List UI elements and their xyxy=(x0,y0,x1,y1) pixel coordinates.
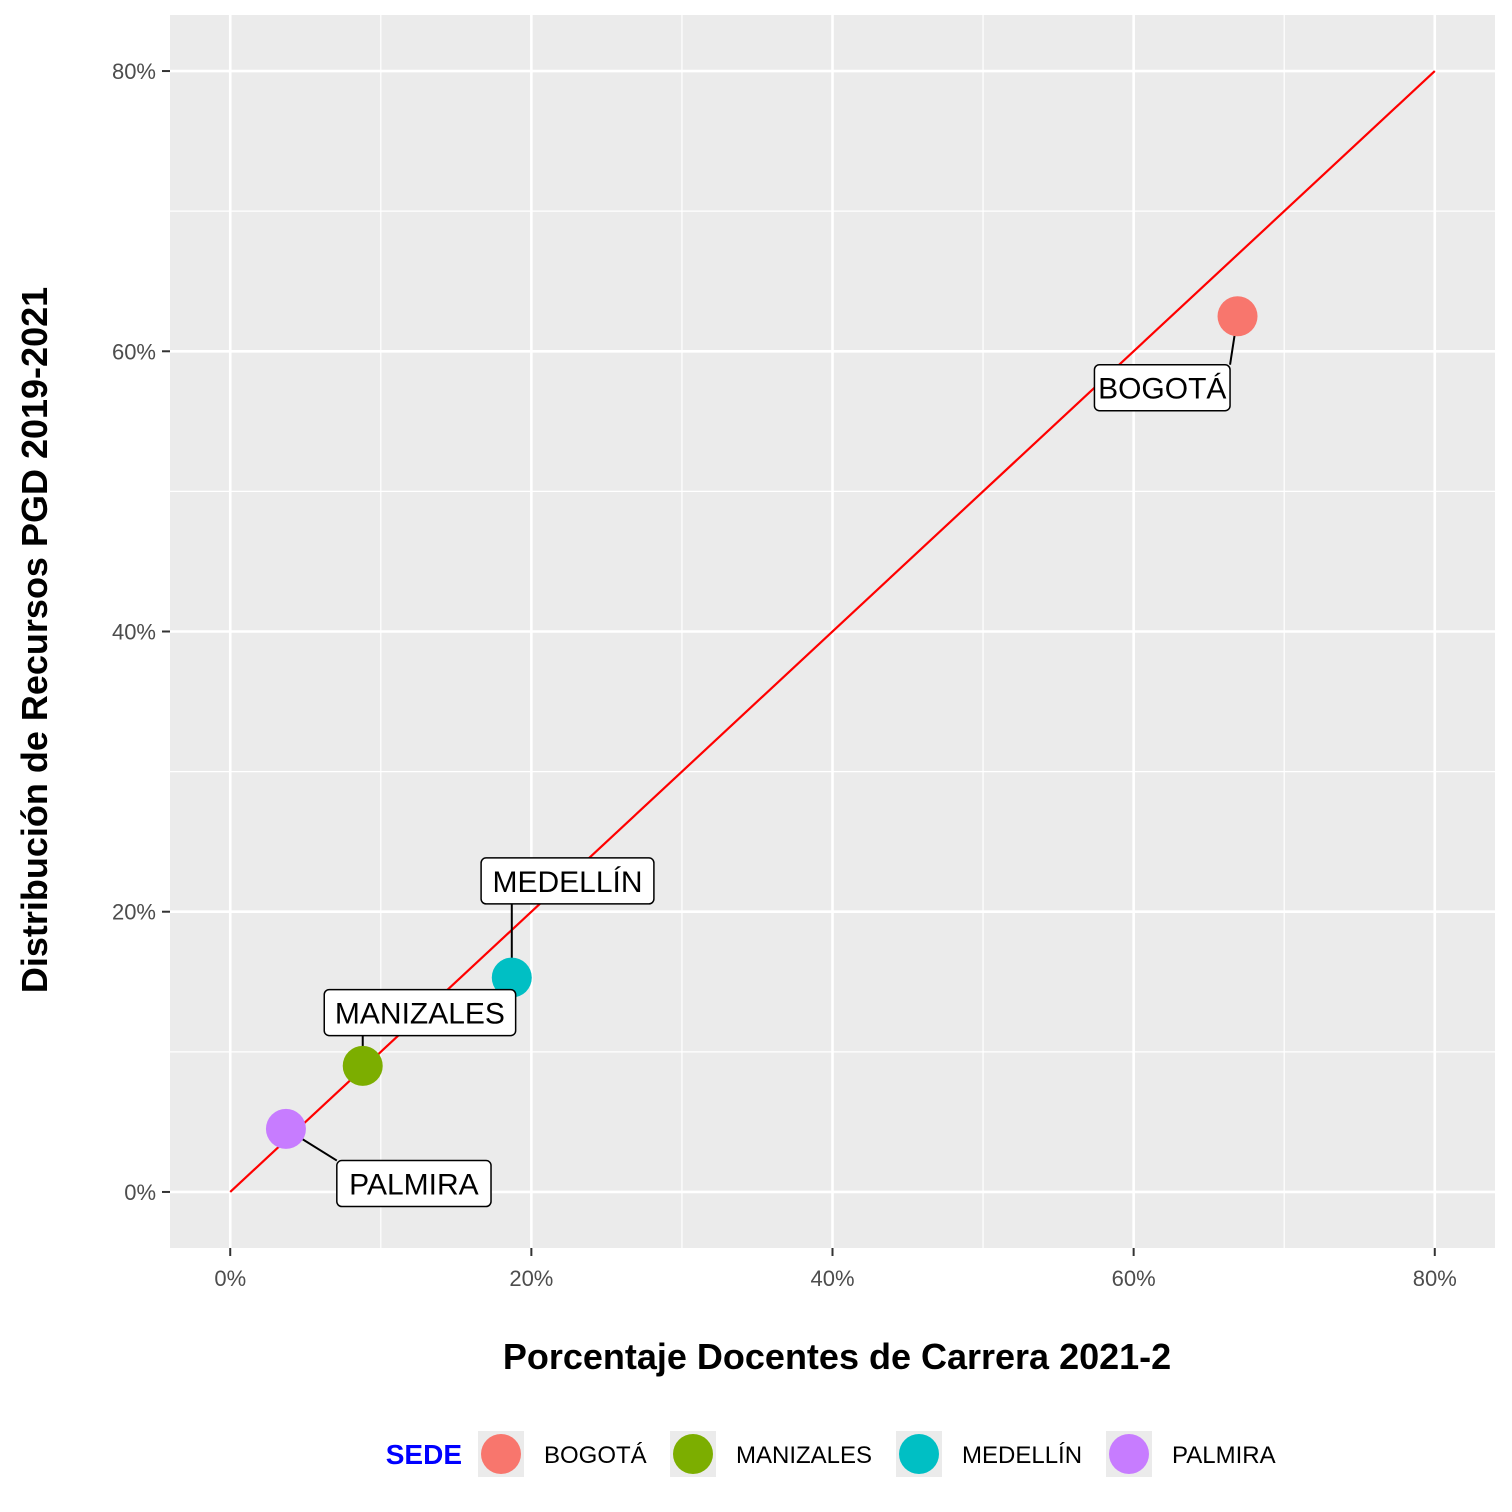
point-label-box xyxy=(480,857,655,905)
legend-key-dot xyxy=(1109,1434,1149,1474)
data-point xyxy=(265,1108,306,1149)
point-label-text: MANIZALES xyxy=(335,998,505,1031)
y-tick-label: 0% xyxy=(124,1180,156,1205)
y-tick-label: 20% xyxy=(112,900,156,925)
legend-key-dot xyxy=(673,1434,713,1474)
data-point xyxy=(491,957,532,998)
x-tick-label: 40% xyxy=(810,1266,854,1291)
x-tick-label: 0% xyxy=(214,1266,246,1291)
x-tick-label: 60% xyxy=(1112,1266,1156,1291)
y-tick-label: 40% xyxy=(112,620,156,645)
data-point xyxy=(342,1045,383,1086)
legend-key-dot xyxy=(899,1434,939,1474)
y-tick-label: 60% xyxy=(112,339,156,364)
legend-label: BOGOTÁ xyxy=(544,1442,647,1469)
x-tick-label: 20% xyxy=(509,1266,553,1291)
legend-label: PALMIRA xyxy=(1172,1442,1276,1469)
point-label-box xyxy=(323,988,517,1037)
legend: SEDE BOGOTÁ MANIZALES MEDELLÍN PALMIRA xyxy=(386,1431,1276,1477)
point-label-text: PALMIRA xyxy=(349,1169,478,1202)
data-point xyxy=(1217,296,1258,337)
point-label-text: MEDELLÍN xyxy=(492,866,642,899)
legend-entry: BOGOTÁ xyxy=(478,1431,647,1477)
point-label-box xyxy=(336,1159,492,1208)
point-label-text: BOGOTÁ xyxy=(1098,373,1226,406)
point-label-box xyxy=(1093,363,1231,412)
legend-title: SEDE xyxy=(386,1439,462,1470)
legend-label: MANIZALES xyxy=(736,1442,872,1469)
point-label: MEDELLÍN xyxy=(480,857,655,905)
x-axis-title: Porcentaje Docentes de Carrera 2021-2 xyxy=(503,1336,1171,1377)
x-axis-ticks: 0% 20% 40% 60% 80% xyxy=(214,1248,1457,1291)
y-tick-label: 80% xyxy=(112,59,156,84)
y-axis-title: Distribución de Recursos PGD 2019-2021 xyxy=(14,287,55,993)
y-axis-ticks: 0% 20% 40% 60% 80% xyxy=(112,59,170,1205)
legend-entry: MANIZALES xyxy=(670,1431,872,1477)
legend-entry: PALMIRA xyxy=(1106,1431,1276,1477)
point-label: BOGOTÁ xyxy=(1093,363,1231,412)
point-label: PALMIRA xyxy=(336,1159,492,1208)
legend-key-dot xyxy=(481,1434,521,1474)
data-points xyxy=(265,296,1258,1149)
point-label: MANIZALES xyxy=(323,988,517,1037)
legend-label: MEDELLÍN xyxy=(962,1442,1082,1469)
point-labels: BOGOTÁ MANIZALES MEDELLÍN PALMIRA xyxy=(323,363,1231,1208)
x-tick-label: 80% xyxy=(1413,1266,1457,1291)
legend-entry: MEDELLÍN xyxy=(896,1431,1082,1477)
